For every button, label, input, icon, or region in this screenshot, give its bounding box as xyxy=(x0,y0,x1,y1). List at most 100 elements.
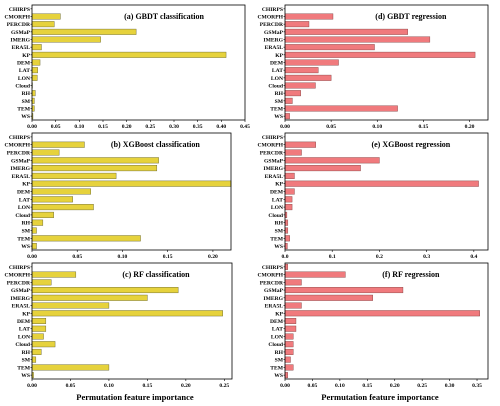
category-label-ws: WS xyxy=(274,373,283,379)
panel-title: (e) XGBoost regression xyxy=(371,140,450,149)
plot-frame xyxy=(31,262,233,380)
bar-lon xyxy=(31,204,94,211)
category-label-cloud: Cloud xyxy=(15,213,31,219)
bar-imerg xyxy=(284,165,361,172)
category-label-era5l: ERA5L xyxy=(12,45,31,51)
category-label-tem: TEM xyxy=(270,107,283,113)
x-tick-label: 0.20 xyxy=(465,124,475,130)
x-tick-label: 0.20 xyxy=(181,383,191,389)
category-label-rh: RH xyxy=(22,221,31,227)
category-label-ws: WS xyxy=(21,114,30,120)
x-tick-label: 0.05 xyxy=(66,383,76,389)
bar-lat xyxy=(284,196,293,203)
category-label-sm: SM xyxy=(275,99,284,105)
category-label-sm: SM xyxy=(275,229,284,235)
bar-lat xyxy=(31,67,38,74)
bar-cmorph xyxy=(31,271,77,278)
category-label-cloud: Cloud xyxy=(15,342,31,348)
bar-lon xyxy=(31,333,44,340)
x-tick-label: 0.25 xyxy=(417,383,427,389)
category-label-lon: LON xyxy=(271,76,283,82)
bar-rh xyxy=(31,348,42,355)
category-label-lon: LON xyxy=(18,205,30,211)
bar-imerg xyxy=(284,36,431,43)
category-label-gsmap: GSMaP xyxy=(264,30,284,36)
bar-cloud xyxy=(31,341,56,348)
panel-title: (d) GBDT regression xyxy=(375,12,447,21)
category-label-imerg: IMERG xyxy=(263,38,283,44)
panel-title: (a) GBDT classification xyxy=(124,12,204,21)
category-label-gsmap: GSMaP xyxy=(11,30,31,36)
category-label-lat: LAT xyxy=(19,68,30,74)
category-label-percdr: PERCDR xyxy=(7,151,31,157)
x-tick-label: 0.25 xyxy=(145,124,155,130)
plot-frame xyxy=(284,4,489,121)
bar-era5l xyxy=(284,44,375,51)
category-label-kp: KP xyxy=(275,53,283,59)
x-tick-label: 0.10 xyxy=(74,124,84,130)
category-label-lon: LON xyxy=(18,76,30,82)
category-label-era5l: ERA5L xyxy=(265,304,284,310)
x-tick-label: 0.2 xyxy=(376,254,383,260)
x-tick-label: 0.05 xyxy=(72,254,82,260)
category-label-kp: KP xyxy=(22,311,30,317)
bar-era5l xyxy=(31,44,42,51)
plot-frame xyxy=(31,132,232,251)
category-label-lat: LAT xyxy=(272,68,283,74)
x-tick-label: 0.00 xyxy=(280,124,290,130)
category-label-percdr: PERCDR xyxy=(7,22,31,28)
bar-cmorph xyxy=(31,141,85,148)
x-tick-label: 0.25 xyxy=(219,383,229,389)
category-label-cmorph: CMORPH xyxy=(5,143,31,149)
category-label-tem: TEM xyxy=(17,236,30,242)
bar-percdr xyxy=(284,279,302,286)
category-label-percdr: PERCDR xyxy=(260,22,284,28)
bar-era5l xyxy=(284,172,295,179)
bar-imerg xyxy=(31,165,158,172)
bar-dem xyxy=(31,188,91,195)
bar-percdr xyxy=(284,21,310,28)
category-label-tem: TEM xyxy=(270,365,283,371)
category-label-era5l: ERA5L xyxy=(12,174,31,180)
bar-dem xyxy=(284,188,295,195)
category-label-cmorph: CMORPH xyxy=(258,273,284,279)
bar-kp xyxy=(284,310,480,317)
category-label-cmorph: CMORPH xyxy=(258,15,284,21)
bar-cloud xyxy=(284,82,316,89)
panel-title: (f) RF regression xyxy=(382,270,440,279)
bar-lon xyxy=(284,333,294,340)
bar-lon xyxy=(284,204,293,211)
x-tick-label: 0.05 xyxy=(308,383,318,389)
bar-imerg xyxy=(31,36,101,43)
category-label-rh: RH xyxy=(275,91,284,97)
bar-sm xyxy=(284,227,289,234)
bar-kp xyxy=(284,51,476,58)
category-label-sm: SM xyxy=(22,99,31,105)
category-label-cloud: Cloud xyxy=(268,342,284,348)
category-label-percdr: PERCDR xyxy=(260,280,284,286)
category-label-lat: LAT xyxy=(19,327,30,333)
bar-sm xyxy=(31,227,37,234)
category-label-chirps: CHIRPS xyxy=(9,135,30,141)
bar-dem xyxy=(31,59,41,66)
category-label-dem: DEM xyxy=(17,319,31,325)
category-label-gsmap: GSMaP xyxy=(11,288,31,294)
category-label-cmorph: CMORPH xyxy=(5,15,31,21)
bar-lon xyxy=(284,74,332,81)
bar-cloud xyxy=(31,211,54,218)
category-label-gsmap: GSMaP xyxy=(264,158,284,164)
bar-chirps xyxy=(284,263,288,270)
x-tick-label: 0.20 xyxy=(208,254,218,260)
x-tick-label: 0.3 xyxy=(423,254,430,260)
x-tick-label: 0.15 xyxy=(98,124,108,130)
category-label-imerg: IMERG xyxy=(10,166,30,172)
bar-lat xyxy=(284,67,319,74)
bar-lon xyxy=(31,74,38,81)
category-label-chirps: CHIRPS xyxy=(9,7,30,13)
category-label-chirps: CHIRPS xyxy=(9,265,30,271)
